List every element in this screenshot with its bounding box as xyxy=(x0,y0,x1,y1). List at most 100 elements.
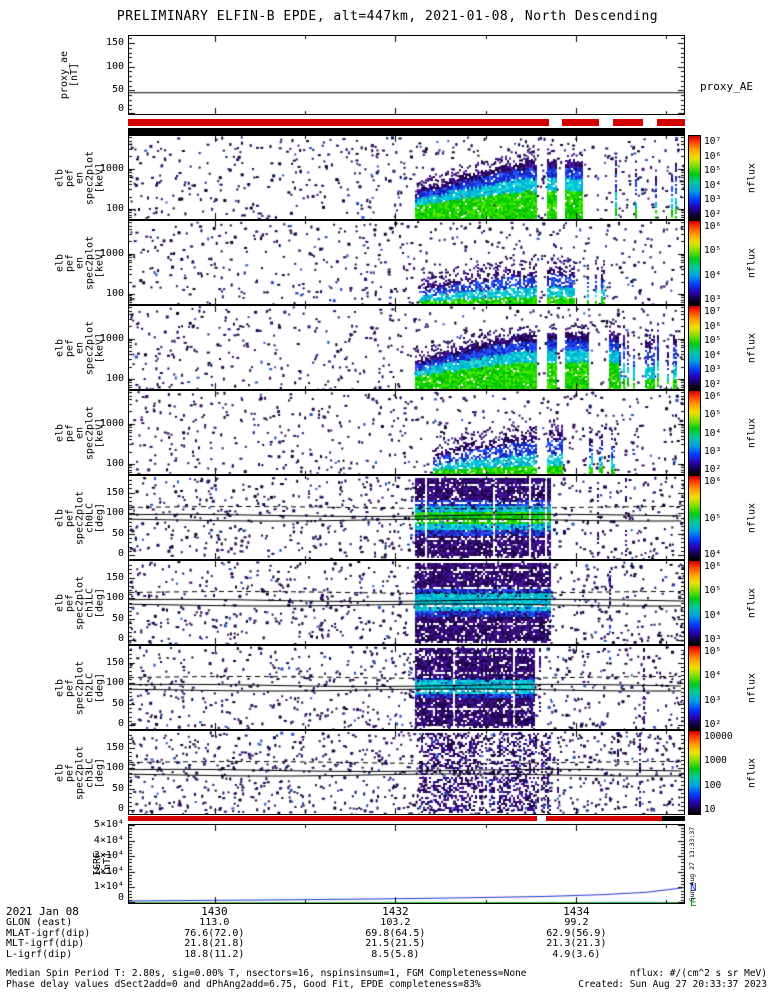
colorbar-tick-label: 10² xyxy=(704,464,722,475)
colorbar-tick-label: 10⁵ xyxy=(704,409,722,421)
spectrogram-canvas-en3 xyxy=(129,391,684,474)
ephemeris-row-label: MLAT-igrf(dip) xyxy=(6,927,91,939)
colorbar-tick-label: 10⁵ xyxy=(704,245,722,257)
flag-segment-black xyxy=(661,816,685,821)
colorbar-tick-label: 10⁴ xyxy=(704,179,722,191)
spectrogram-canvas-pa0 xyxy=(129,476,684,559)
ytick-label: 2×10⁴ xyxy=(93,865,124,877)
sidebar-timestamp: Sun Aug 27 13:33:37 xyxy=(688,826,696,902)
ytick-label: 150 xyxy=(105,37,124,49)
ytick-label: 0 xyxy=(117,718,124,729)
quality-flag-bar-bottom xyxy=(128,816,685,821)
spectrogram-canvas-en2 xyxy=(129,306,684,389)
ytick-label: 1000 xyxy=(99,332,124,344)
ytick-label: 1×10⁴ xyxy=(93,881,124,893)
colorbar-tick-label: 10⁴ xyxy=(704,427,722,439)
ytick-label: 100 xyxy=(105,372,124,384)
ytick-label: 1000 xyxy=(99,247,124,259)
colorbar-tick-label: 10⁴ xyxy=(704,670,722,682)
ytick-label: 0 xyxy=(117,803,124,814)
colorbar-tick-label: 10⁵ xyxy=(704,585,722,597)
colorbar-tick-label: 10000 xyxy=(704,731,733,742)
colorbar-en3 xyxy=(688,390,701,475)
colorbar-tick-label: 10² xyxy=(704,209,722,220)
ytick-label: 100 xyxy=(105,677,124,689)
colorbar-tick-label: 10³ xyxy=(704,634,722,645)
time-axis-labels: 2021 Jan 08 1430 1432 1434 GLON (east) 113.0 1… xyxy=(0,903,775,965)
proxy-ae-ylabel: proxy_ae [nT] xyxy=(59,35,80,115)
ytick-label: 0 xyxy=(117,892,124,903)
colorbar-tick-label: 10 xyxy=(704,804,716,815)
colorbar-en0 xyxy=(688,135,701,220)
igrf-series-label-N: N xyxy=(690,880,697,894)
ytick-label: 100 xyxy=(105,457,124,469)
spectrogram-canvas-en1 xyxy=(129,221,684,304)
flag-segment xyxy=(128,816,538,821)
colorbar-tick-label: 10⁵ xyxy=(704,165,722,177)
ephemeris-value: 62.9(56.9) xyxy=(546,927,607,939)
spectrogram-canvas-en0 xyxy=(129,136,684,219)
spectrogram-panel-pa1 xyxy=(128,560,685,645)
colorbar-tick-label: 10³ xyxy=(704,294,722,305)
date-label: 2021 Jan 08 xyxy=(6,905,79,918)
ylabel-line: [nT] xyxy=(69,62,80,88)
colorbar-pa2 xyxy=(688,645,701,730)
ytick-label: 4×10⁴ xyxy=(93,834,124,846)
ephemeris-value: 18.8(11.2) xyxy=(184,948,245,960)
spectrogram-panel-en3 xyxy=(128,390,685,475)
ytick-label: 50 xyxy=(111,528,124,540)
colorbar-tick-label: 10⁶ xyxy=(704,320,722,332)
spectrogram-panel-pa2 xyxy=(128,645,685,730)
ytick-label: 50 xyxy=(111,84,124,96)
colorbar-tick-label: 10² xyxy=(704,719,722,730)
igrf-canvas xyxy=(129,825,684,903)
ytick-label: 100 xyxy=(105,60,124,72)
spectrogram-panel-en1 xyxy=(128,220,685,305)
colorbar-tick-label: 10³ xyxy=(704,694,722,706)
ephemeris-value: 8.5(5.8) xyxy=(371,948,420,960)
ytick-label: 100 xyxy=(105,287,124,299)
spectrogram-panel-pa3 xyxy=(128,730,685,815)
colorbar-pa1 xyxy=(688,560,701,645)
footer-line-1: Median Spin Period T: 2.80s, sig=0.00% T… xyxy=(6,968,527,979)
ytick-label: 3×10⁴ xyxy=(93,850,124,862)
ephemeris-value: 4.9(3.6) xyxy=(552,948,601,960)
ephemeris-value: 113.0 xyxy=(199,917,230,928)
ytick-label: 100 xyxy=(105,762,124,774)
colorbar-tick-label: 10³ xyxy=(704,364,722,376)
nflux-units-note: nflux: #/(cm^2 s sr MeV) xyxy=(629,968,767,979)
ytick-label: 150 xyxy=(105,656,124,668)
ephemeris-value: 76.6(72.0) xyxy=(184,927,245,939)
ytick-label: 0 xyxy=(117,633,124,644)
colorbar-en1 xyxy=(688,220,701,305)
ephemeris-row-label: MLT-igrf(dip) xyxy=(6,938,85,949)
spectrogram-canvas-pa1 xyxy=(129,561,684,644)
spectrogram-panel-en0 xyxy=(128,135,685,220)
ytick-label: 50 xyxy=(111,698,124,710)
flag-segment xyxy=(612,119,644,126)
ephemeris-value: 103.2 xyxy=(380,917,411,928)
ephemeris-value: 21.5(21.5) xyxy=(365,938,426,949)
colorbar-tick-label: 100 xyxy=(704,779,722,791)
ytick-label: 100 xyxy=(105,507,124,519)
ytick-label: 150 xyxy=(105,571,124,583)
colorbar-tick-label: 10⁵ xyxy=(704,512,722,524)
spectrogram-panel-pa0 xyxy=(128,475,685,560)
colorbar-tick-label: 10⁶ xyxy=(704,150,722,162)
ytick-label: 150 xyxy=(105,741,124,753)
colorbar-tick-label: 10⁴ xyxy=(704,609,722,621)
ephemeris-value: 69.8(64.5) xyxy=(365,927,426,939)
proxy-ae-canvas xyxy=(129,36,684,114)
flag-segment xyxy=(545,816,662,821)
colorbar-tick-label: 10⁴ xyxy=(704,549,722,560)
colorbar-tick-label: 10⁷ xyxy=(704,136,722,147)
colorbar-pa3 xyxy=(688,730,701,815)
colorbar-tick-label: 10⁷ xyxy=(704,306,722,317)
plot-title: PRELIMINARY ELFIN-B EPDE, alt=447km, 202… xyxy=(116,9,659,24)
separator-bar xyxy=(128,128,685,135)
ytick-label: 5×10⁴ xyxy=(93,819,124,830)
colorbar-en2 xyxy=(688,305,701,390)
time-tick-label: 1434 xyxy=(563,905,590,918)
colorbar-tick-label: 10² xyxy=(704,379,722,390)
